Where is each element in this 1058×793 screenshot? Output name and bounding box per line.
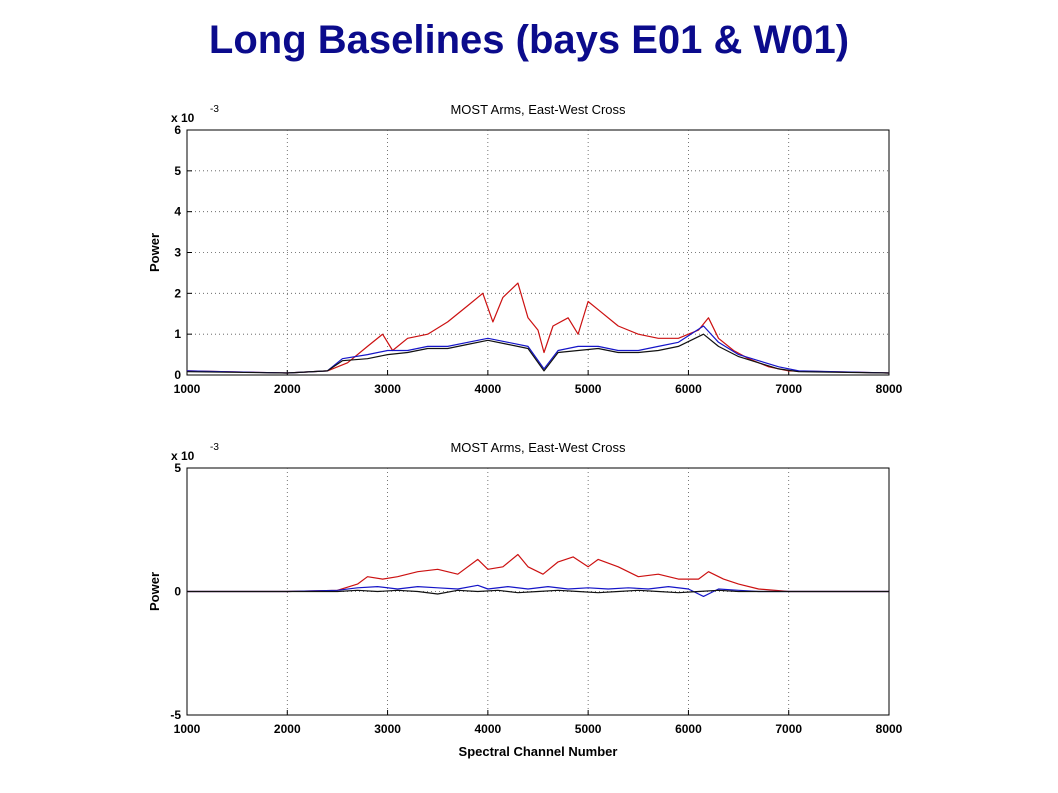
chart-1: 1000 2000 3000 4000 5000 6000 7000 8000 0 1 2 3 4 5 6 M…	[147, 102, 903, 396]
x-tick-label: 5000	[575, 722, 602, 736]
y-axis-label: Power	[147, 572, 162, 611]
x-tick-label: 4000	[475, 382, 502, 396]
y-tick-label: 0	[174, 585, 181, 599]
series-line-3	[187, 589, 889, 595]
y-tick-label: 6	[174, 123, 181, 137]
series-line-3	[186, 333, 890, 374]
x-axis-label: Spectral Channel Number	[459, 744, 618, 759]
y-axis-label: Power	[147, 233, 162, 272]
x-tick-label: 6000	[675, 722, 702, 736]
y-tick-label: 3	[174, 246, 181, 260]
y-tick-label: 4	[174, 205, 181, 219]
y-tick-label: 5	[174, 164, 181, 178]
y-tick-label: 2	[174, 286, 181, 300]
x-tick-label: 7000	[775, 722, 802, 736]
x-tick-label: 2000	[274, 382, 301, 396]
axis-multiplier: x 10	[171, 111, 195, 125]
x-tick-label: 5000	[575, 382, 602, 396]
x-tick-label: 4000	[475, 722, 502, 736]
axis-multiplier-exponent: -3	[210, 442, 219, 453]
chart-2: 1000 2000 3000 4000 5000 6000 7000 8000 -5 0 5 MOST…	[147, 440, 903, 759]
y-tick-label: 1	[174, 327, 181, 341]
axis-multiplier-exponent: -3	[210, 104, 219, 115]
slide-title: Long Baselines (bays E01 & W01)	[208, 18, 850, 62]
y-tick-label: 0	[174, 368, 181, 382]
x-tick-label: 7000	[775, 382, 802, 396]
x-tick-label: 3000	[374, 382, 401, 396]
series-line-2	[186, 325, 890, 374]
x-tick-label: 8000	[876, 382, 903, 396]
series-line-1	[186, 282, 890, 374]
y-tick-label: -5	[170, 708, 181, 722]
x-tick-label: 6000	[675, 382, 702, 396]
axis-multiplier: x 10	[171, 449, 195, 463]
chart-title: MOST Arms, East-West Cross	[450, 102, 626, 117]
y-tick-label: 5	[174, 461, 181, 475]
x-tick-label: 8000	[876, 722, 903, 736]
x-tick-label: 2000	[274, 722, 301, 736]
x-tick-label: 1000	[174, 382, 201, 396]
chart-title: MOST Arms, East-West Cross	[450, 440, 626, 455]
series-line-2	[187, 584, 889, 597]
series-line-1	[187, 553, 889, 593]
x-tick-label: 3000	[374, 722, 401, 736]
x-tick-label: 1000	[174, 722, 201, 736]
